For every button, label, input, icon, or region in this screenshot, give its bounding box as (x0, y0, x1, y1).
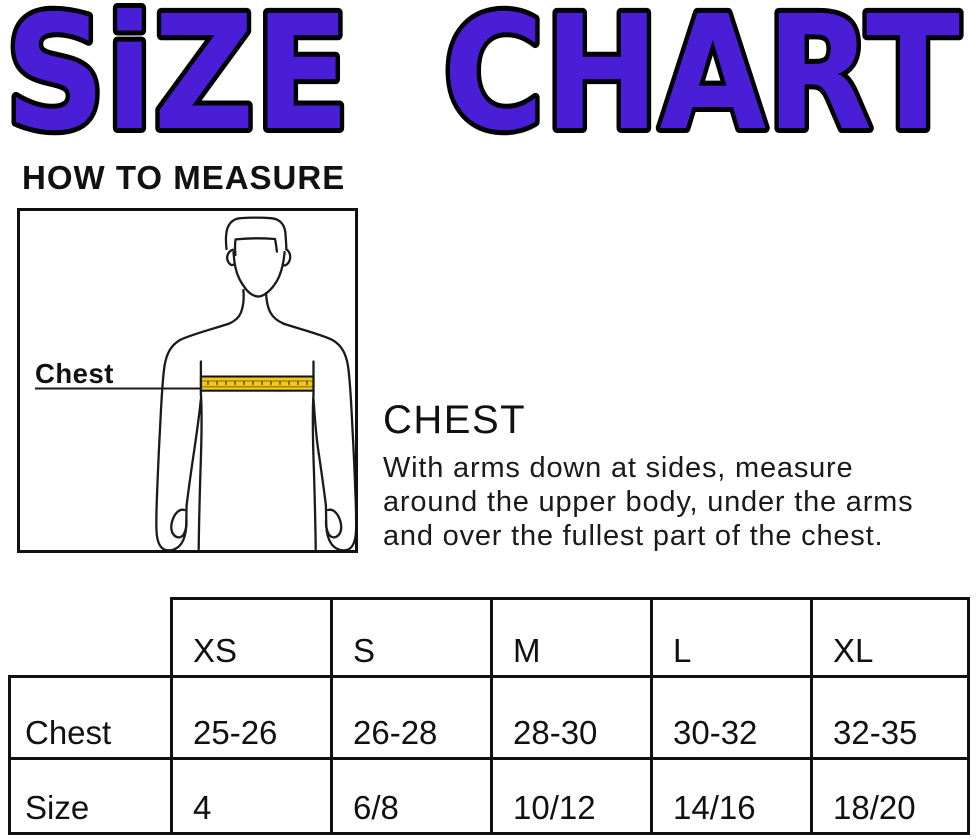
table-cell: 28-30 (490, 675, 650, 757)
torso-diagram-svg: Chest (35, 216, 355, 550)
left-ear (226, 248, 235, 267)
table-corner-blank (8, 597, 170, 675)
measurement-diagram: Chest (17, 208, 358, 553)
face-outline (232, 250, 286, 298)
left-arm-outline (155, 322, 231, 550)
table-header-xs: XS (170, 597, 330, 675)
chest-section-heading: CHEST (383, 398, 527, 442)
right-ear (281, 248, 292, 267)
table-header-s: S (330, 597, 490, 675)
person-figure (155, 216, 355, 550)
table-cell: 14/16 (650, 757, 810, 835)
tape-band (199, 375, 315, 392)
table-header-m: M (490, 597, 650, 675)
table-cell: 32-35 (810, 675, 970, 757)
how-to-measure-heading: HOW TO MEASURE (22, 159, 346, 196)
table-cell: 26-28 (330, 675, 490, 757)
neck-left (228, 288, 245, 325)
table-row-label-size: Size (8, 757, 170, 835)
tape-ticks (207, 381, 308, 385)
table-cell: 10/12 (490, 757, 650, 835)
hairline (233, 237, 279, 257)
armpit-lines (199, 360, 315, 396)
table-cell: 25-26 (170, 675, 330, 757)
table-cell: 30-32 (650, 675, 810, 757)
table-header-l: L (650, 597, 810, 675)
chest-diagram-label: Chest (35, 358, 114, 389)
table-cell: 6/8 (330, 757, 490, 835)
table-cell: 18/20 (810, 757, 970, 835)
neck-right (264, 291, 285, 325)
right-inner-arm (312, 397, 327, 506)
left-torso-side (197, 392, 203, 550)
size-chart-title: SiZE CHART (0, 2, 965, 157)
right-arm-outline (281, 322, 355, 550)
instruction-line: around the upper body, under the arms (383, 486, 914, 518)
instruction-line: With arms down at sides, measure (383, 452, 854, 484)
size-table: XS S M L XL Chest 25-26 26-28 28-30 30-3… (8, 597, 970, 835)
table-header-xl: XL (810, 597, 970, 675)
measuring-tape (199, 375, 315, 392)
right-thumb (324, 508, 343, 539)
left-inner-arm (185, 397, 203, 506)
instruction-line: and over the fullest part of the chest. (383, 520, 884, 552)
right-torso-side (311, 392, 317, 550)
title-word-size: SiZE (5, 2, 350, 157)
table-row-label-chest: Chest (8, 675, 170, 757)
title-word-chart: CHART (443, 2, 960, 157)
hair-outline (224, 216, 288, 251)
left-thumb (170, 508, 188, 539)
tape-stripes (202, 380, 313, 388)
table-cell: 4 (170, 757, 330, 835)
chest-instructions: With arms down at sides, measure around … (383, 451, 913, 553)
